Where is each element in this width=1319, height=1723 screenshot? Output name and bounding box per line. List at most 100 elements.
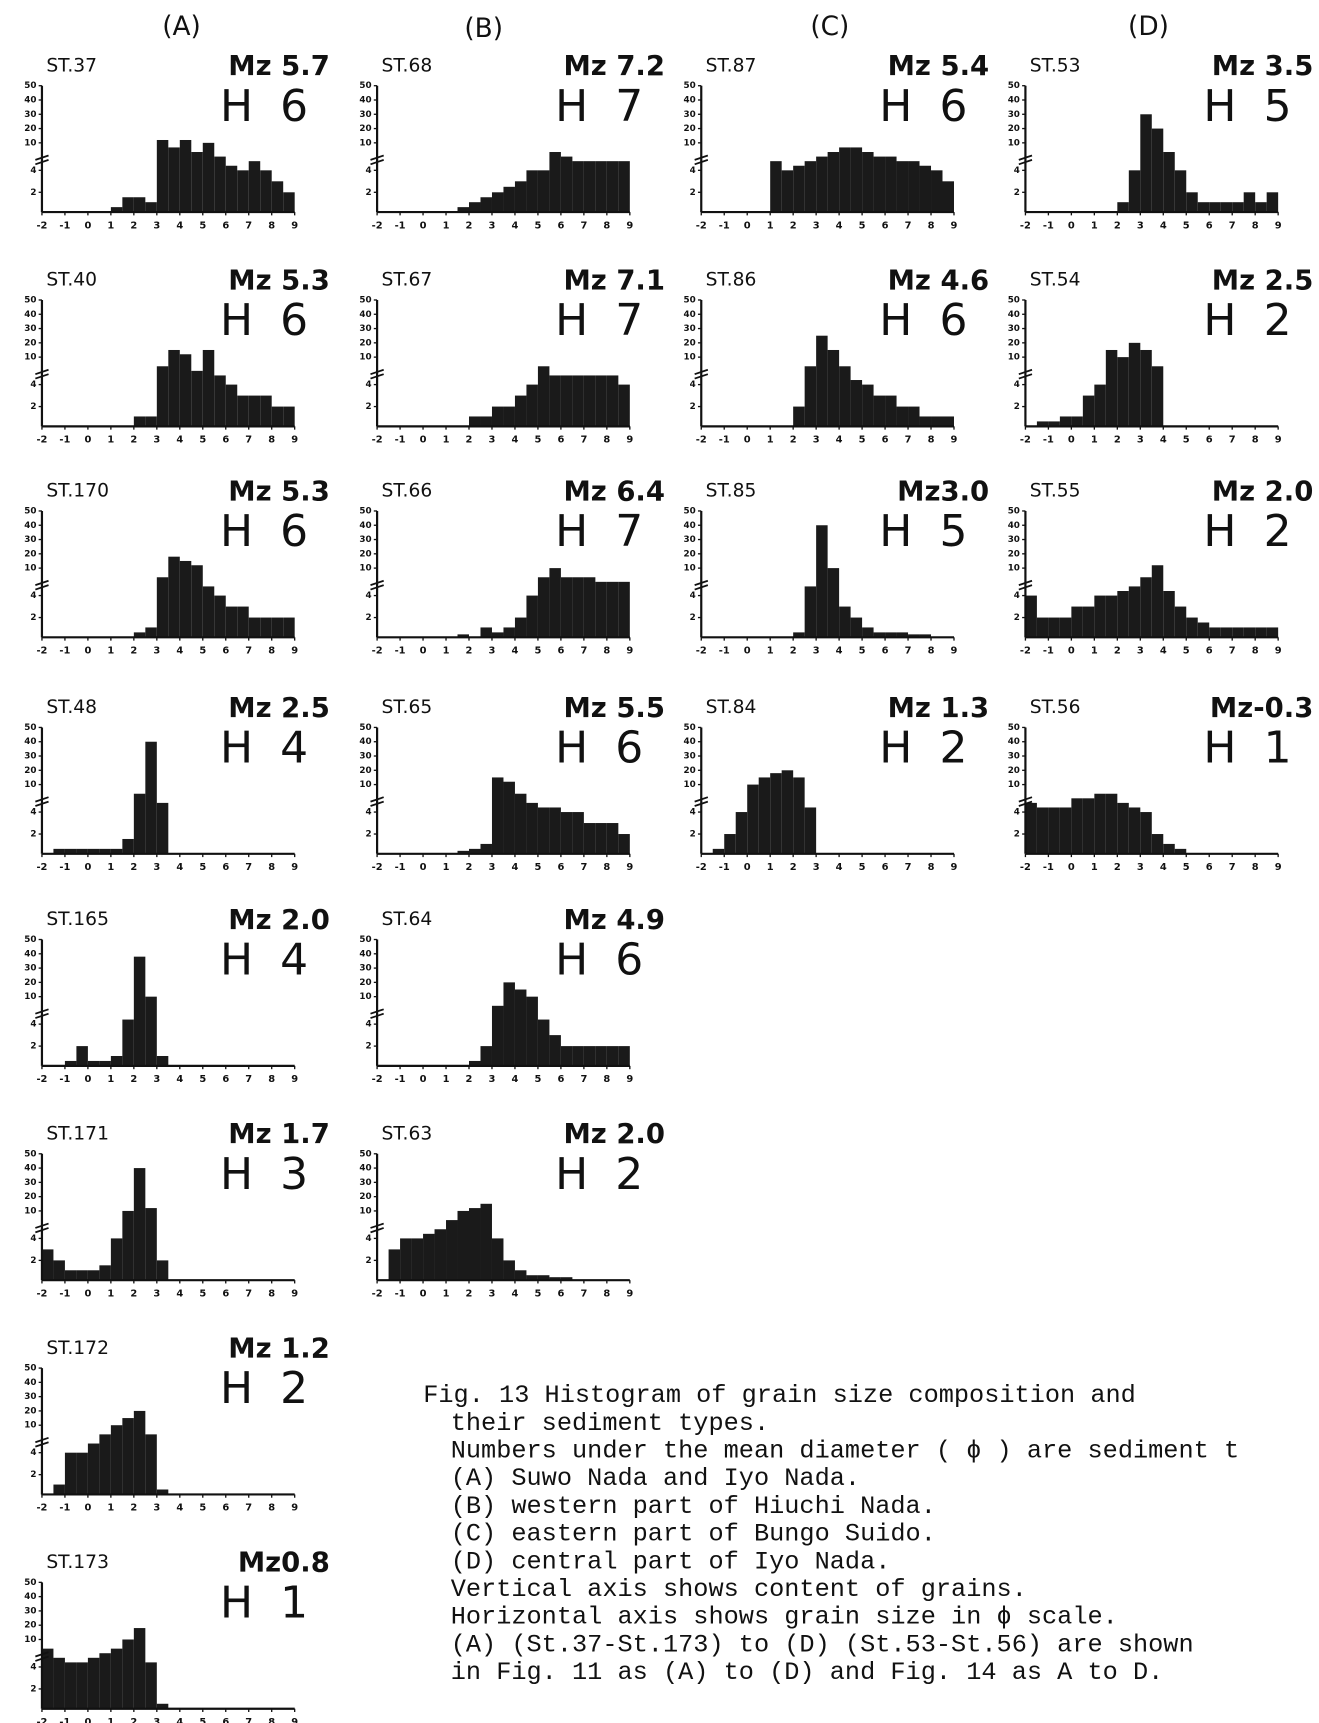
x-tick-label: 7 <box>245 1074 252 1085</box>
mean-diameter: Mz 4.6 <box>888 265 990 296</box>
bar <box>64 1060 77 1066</box>
bar <box>480 843 492 854</box>
x-tick-label: 0 <box>84 1074 91 1085</box>
bar <box>191 370 203 427</box>
y-tick-label: 50 <box>684 295 696 305</box>
x-tick-label: 8 <box>268 435 275 446</box>
bar <box>76 848 88 854</box>
bar <box>1140 349 1152 427</box>
x-tick-label: 0 <box>744 862 751 873</box>
x-tick-label: 8 <box>928 646 935 657</box>
caption-line: Numbers under the mean diameter ( ϕ ) ar… <box>451 1437 1239 1466</box>
x-tick-label: 2 <box>466 220 473 231</box>
x-tick-label: 8 <box>1252 646 1259 657</box>
x-tick-label: 2 <box>130 220 137 231</box>
y-tick-label: 50 <box>1008 506 1020 516</box>
bar <box>908 161 920 213</box>
x-tick-label: -1 <box>59 646 70 657</box>
y-tick-label: 4 <box>365 1020 371 1030</box>
bar <box>99 1653 111 1709</box>
x-tick-label: -1 <box>59 862 70 873</box>
bar <box>816 156 828 213</box>
x-tick-label: 1 <box>107 1503 114 1514</box>
y-tick-label: 20 <box>24 1192 36 1202</box>
x-tick-label: 0 <box>420 220 427 231</box>
bar <box>526 1275 538 1281</box>
bar <box>99 1434 111 1495</box>
y-tick-label: 40 <box>24 1592 36 1602</box>
bar <box>122 197 134 213</box>
bar <box>1163 590 1175 638</box>
bar <box>110 1425 123 1495</box>
bar <box>260 395 272 427</box>
y-tick-label: 30 <box>24 964 36 974</box>
x-tick-label: 3 <box>813 435 820 446</box>
bar <box>839 147 851 213</box>
x-tick-label: 6 <box>222 1074 229 1085</box>
x-tick-label: -2 <box>36 1717 47 1723</box>
y-tick-label: 50 <box>24 1578 36 1588</box>
x-tick-label: 4 <box>512 1288 519 1299</box>
y-tick-label: 4 <box>690 166 696 176</box>
bar <box>1209 202 1221 213</box>
x-tick-label: 3 <box>1137 646 1144 657</box>
bar <box>1174 170 1187 213</box>
bar <box>503 186 515 213</box>
x-tick-label: 6 <box>1206 862 1213 873</box>
station-label: ST.171 <box>46 1124 109 1145</box>
x-tick-label: -1 <box>719 646 730 657</box>
x-tick-label: 3 <box>489 220 496 231</box>
y-tick-label: 2 <box>30 188 36 198</box>
x-tick-label: 9 <box>291 862 298 873</box>
x-tick-label: 3 <box>489 862 496 873</box>
y-tick-label: 30 <box>24 535 36 545</box>
bar <box>248 617 261 638</box>
bar <box>827 568 840 638</box>
bar <box>145 202 157 213</box>
bar <box>53 1657 65 1709</box>
bar <box>862 627 874 638</box>
bar <box>133 1168 146 1281</box>
x-tick-label: 3 <box>153 435 160 446</box>
bar <box>133 1628 146 1709</box>
x-tick-label: 5 <box>859 862 866 873</box>
x-tick-label: 7 <box>245 435 252 446</box>
bar <box>549 807 561 854</box>
y-tick-label: 2 <box>365 830 371 840</box>
axis-break <box>35 1651 49 1662</box>
bar <box>1117 357 1129 427</box>
x-tick-label: 9 <box>291 220 298 231</box>
y-tick-label: 2 <box>690 830 696 840</box>
y-tick-label: 20 <box>1008 549 1020 559</box>
x-tick-label: 5 <box>534 220 541 231</box>
bar <box>1140 812 1152 854</box>
x-tick-label: 4 <box>176 1288 183 1299</box>
y-tick-label: 30 <box>24 1392 36 1402</box>
y-tick-label: 10 <box>359 138 371 148</box>
y-tick-label: 2 <box>30 1042 36 1052</box>
bar <box>1128 586 1141 638</box>
x-tick-label: -1 <box>395 646 406 657</box>
bar <box>595 581 607 638</box>
x-tick-label: 7 <box>580 646 587 657</box>
x-tick-label: 2 <box>1114 646 1121 657</box>
x-tick-label: 2 <box>130 862 137 873</box>
bar <box>583 823 596 854</box>
y-tick-label: 10 <box>359 780 371 790</box>
x-tick-label: 2 <box>130 1717 137 1723</box>
x-tick-label: 3 <box>489 1074 496 1085</box>
x-tick-label: 2 <box>466 1074 473 1085</box>
x-tick-label: 6 <box>222 1717 229 1723</box>
axis-break <box>1018 154 1033 166</box>
y-tick-label: 2 <box>1014 188 1020 198</box>
bar <box>885 156 897 213</box>
y-tick-label: 30 <box>684 324 696 334</box>
x-tick-label: -2 <box>1020 220 1031 231</box>
y-tick-label: 10 <box>1008 353 1020 363</box>
y-tick-label: 40 <box>24 95 36 105</box>
y-tick-label: 2 <box>365 188 371 198</box>
y-tick-label: 4 <box>1014 591 1020 601</box>
x-tick-label: 7 <box>1229 435 1236 446</box>
y-tick-label: 50 <box>24 506 36 516</box>
bar <box>248 161 261 213</box>
